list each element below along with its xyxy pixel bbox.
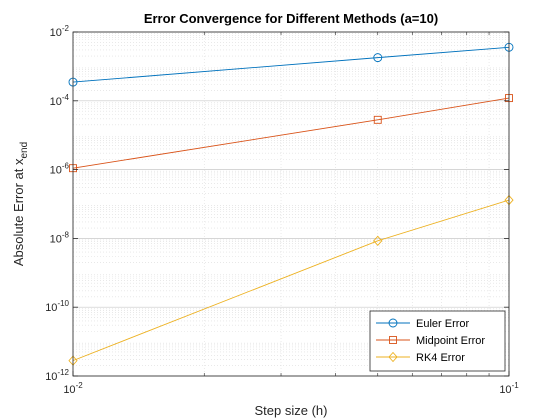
data-point-square bbox=[389, 336, 397, 344]
data-point-diamond bbox=[388, 351, 398, 363]
legend: Euler Error Midpoint Error RK4 Error bbox=[369, 310, 506, 372]
y-tick-label: 10-10 bbox=[45, 299, 69, 314]
y-tick-label: 10-12 bbox=[45, 368, 69, 383]
y-tick-label-exponent: -6 bbox=[62, 162, 70, 171]
y-tick-label-exponent: -8 bbox=[62, 230, 70, 239]
y-tick-label-exponent: -4 bbox=[62, 93, 70, 102]
chart-title: Error Convergence for Different Methods … bbox=[144, 11, 438, 26]
data-point-circle bbox=[373, 53, 383, 63]
x-tick-label: 10-1 bbox=[499, 381, 519, 396]
x-axis-label: Step size (h) bbox=[255, 403, 328, 418]
y-tick-label-base: 10 bbox=[50, 233, 62, 245]
y-tick-label: 10-8 bbox=[50, 230, 70, 245]
y-axis-label-sub: end bbox=[19, 142, 30, 159]
legend-entry: RK4 Error bbox=[376, 351, 465, 364]
series-line bbox=[72, 199, 510, 362]
legend-label: Euler Error bbox=[416, 318, 470, 330]
x-tick-label-exponent: -1 bbox=[512, 381, 520, 390]
y-tick-label-base: 10 bbox=[50, 27, 62, 39]
x-tick-label: 10-2 bbox=[63, 381, 83, 396]
y-tick-label: 10-2 bbox=[50, 24, 70, 39]
data-point-square bbox=[373, 115, 382, 124]
data-point-diamond bbox=[373, 235, 383, 247]
y-tick-label-base: 10 bbox=[45, 371, 57, 383]
legend-label: Midpoint Error bbox=[416, 335, 485, 347]
x-tick-label-exponent: -2 bbox=[76, 381, 84, 390]
plot-frame bbox=[72, 31, 510, 377]
y-axis-label: Absolute Error at xend bbox=[11, 142, 30, 266]
y-tick-label: 10-4 bbox=[50, 93, 70, 108]
legend-entry: Midpoint Error bbox=[376, 335, 485, 347]
legend-label: RK4 Error bbox=[416, 352, 465, 364]
y-tick-label-exponent: -10 bbox=[57, 299, 69, 308]
y-tick-label-base: 10 bbox=[50, 165, 62, 177]
x-tick-label-base: 10 bbox=[63, 384, 75, 396]
legend-entry: Euler Error bbox=[376, 318, 470, 330]
data-point-circle bbox=[388, 318, 398, 328]
x-tick-label-base: 10 bbox=[499, 384, 511, 396]
series-line bbox=[72, 46, 510, 83]
y-axis-label-main: Absolute Error at x bbox=[11, 158, 26, 266]
y-tick-label: 10-6 bbox=[50, 162, 70, 177]
y-tick-label-base: 10 bbox=[50, 96, 62, 108]
y-tick-label-exponent: -2 bbox=[62, 24, 70, 33]
y-tick-label-exponent: -12 bbox=[57, 368, 69, 377]
series-line bbox=[72, 97, 510, 169]
axis-ticks bbox=[72, 31, 510, 377]
minor-grid bbox=[73, 32, 509, 376]
y-tick-label-base: 10 bbox=[45, 302, 57, 314]
